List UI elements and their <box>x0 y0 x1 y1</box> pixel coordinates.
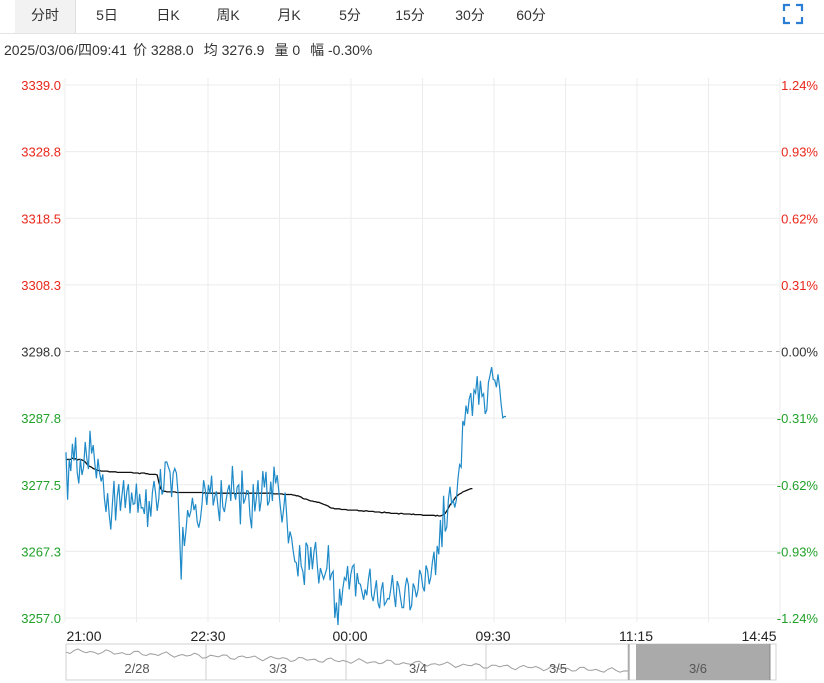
price-tick-label: 3318.5 <box>21 211 61 226</box>
percent-tick-label: 0.31% <box>781 278 818 293</box>
tab-60min[interactable]: 60分 <box>516 7 546 23</box>
tab-weekly-k[interactable]: 周K <box>216 7 240 23</box>
price-tick-label: 3328.8 <box>21 145 61 160</box>
navigator-trend-line <box>65 648 629 673</box>
percent-tick-label: 0.93% <box>781 145 818 160</box>
price-tick-label: 3277.5 <box>21 478 61 493</box>
navigator-date-label: 3/3 <box>269 661 287 676</box>
price-line <box>65 366 506 626</box>
percent-tick-label: -1.24% <box>777 611 819 626</box>
percent-axis-labels: 1.24% 0.93% 0.62% 0.31% 0.00% -0.31% -0.62% -0.… <box>777 78 819 626</box>
price-tick-label: 3339.0 <box>21 78 61 93</box>
time-navigator[interactable]: 2/28 3/3 3/4 3/5 3/6 <box>65 643 777 681</box>
time-axis-labels: 21:00 22:30 00:00 09:30 11:15 14:45 <box>66 628 776 644</box>
expand-icon[interactable] <box>782 3 804 25</box>
navigator-date-label: 3/4 <box>409 661 427 676</box>
tab-5min[interactable]: 5分 <box>339 7 361 23</box>
tab-5day[interactable]: 5日 <box>96 7 118 23</box>
percent-tick-label: 0.62% <box>781 211 818 226</box>
time-tick-label: 21:00 <box>66 628 101 644</box>
time-tick-label: 22:30 <box>190 628 225 644</box>
navigator-date-label: 3/6 <box>689 661 707 676</box>
chart-series <box>65 366 506 626</box>
price-tick-label: 3287.8 <box>21 411 61 426</box>
info-average: 均 3276.9 <box>203 42 265 58</box>
percent-tick-label: -0.31% <box>777 411 819 426</box>
time-tick-label: 11:15 <box>619 628 653 644</box>
time-tick-label: 00:00 <box>332 628 367 644</box>
info-price: 价 3288.0 <box>133 42 194 58</box>
tab-15min[interactable]: 15分 <box>395 7 425 23</box>
price-tick-label: 3257.0 <box>21 611 61 626</box>
percent-tick-label: -0.62% <box>777 478 819 493</box>
tab-monthly-k[interactable]: 月K <box>277 7 301 23</box>
navigator-date-label: 2/28 <box>124 661 149 676</box>
tab-30min[interactable]: 30分 <box>455 7 485 23</box>
price-axis-labels: 3339.0 3328.8 3318.5 3308.3 3298.0 3287.8 3277… <box>21 78 61 626</box>
percent-tick-label: -0.93% <box>777 544 819 559</box>
info-datetime: 2025/03/06/四09:41 <box>4 42 127 58</box>
tab-daily-k[interactable]: 日K <box>156 7 180 23</box>
price-tick-label: 3298.0 <box>21 345 61 360</box>
price-tick-label: 3308.3 <box>21 278 61 293</box>
percent-tick-label: 0.00% <box>781 345 818 360</box>
average-price-line <box>65 457 473 517</box>
time-tick-label: 09:30 <box>475 628 510 644</box>
price-tick-label: 3267.3 <box>21 544 61 559</box>
tab-intraday[interactable]: 分时 <box>15 0 76 33</box>
navigator-selection <box>636 644 770 680</box>
info-volume: 量 0 <box>274 42 301 58</box>
info-change: 幅 -0.30% <box>310 42 373 58</box>
time-tick-label: 14:45 <box>741 628 776 644</box>
chart-grid <box>64 78 781 622</box>
period-tab-bar: 分时 5日 日K 周K 月K 5分 15分 30分 60分 <box>0 0 824 34</box>
quote-info-bar: 2025/03/06/四09:41 价 3288.0 均 3276.9 量 0 幅 -0… <box>4 40 382 60</box>
percent-tick-label: 1.24% <box>781 78 818 93</box>
navigator-date-label: 3/5 <box>549 661 567 676</box>
